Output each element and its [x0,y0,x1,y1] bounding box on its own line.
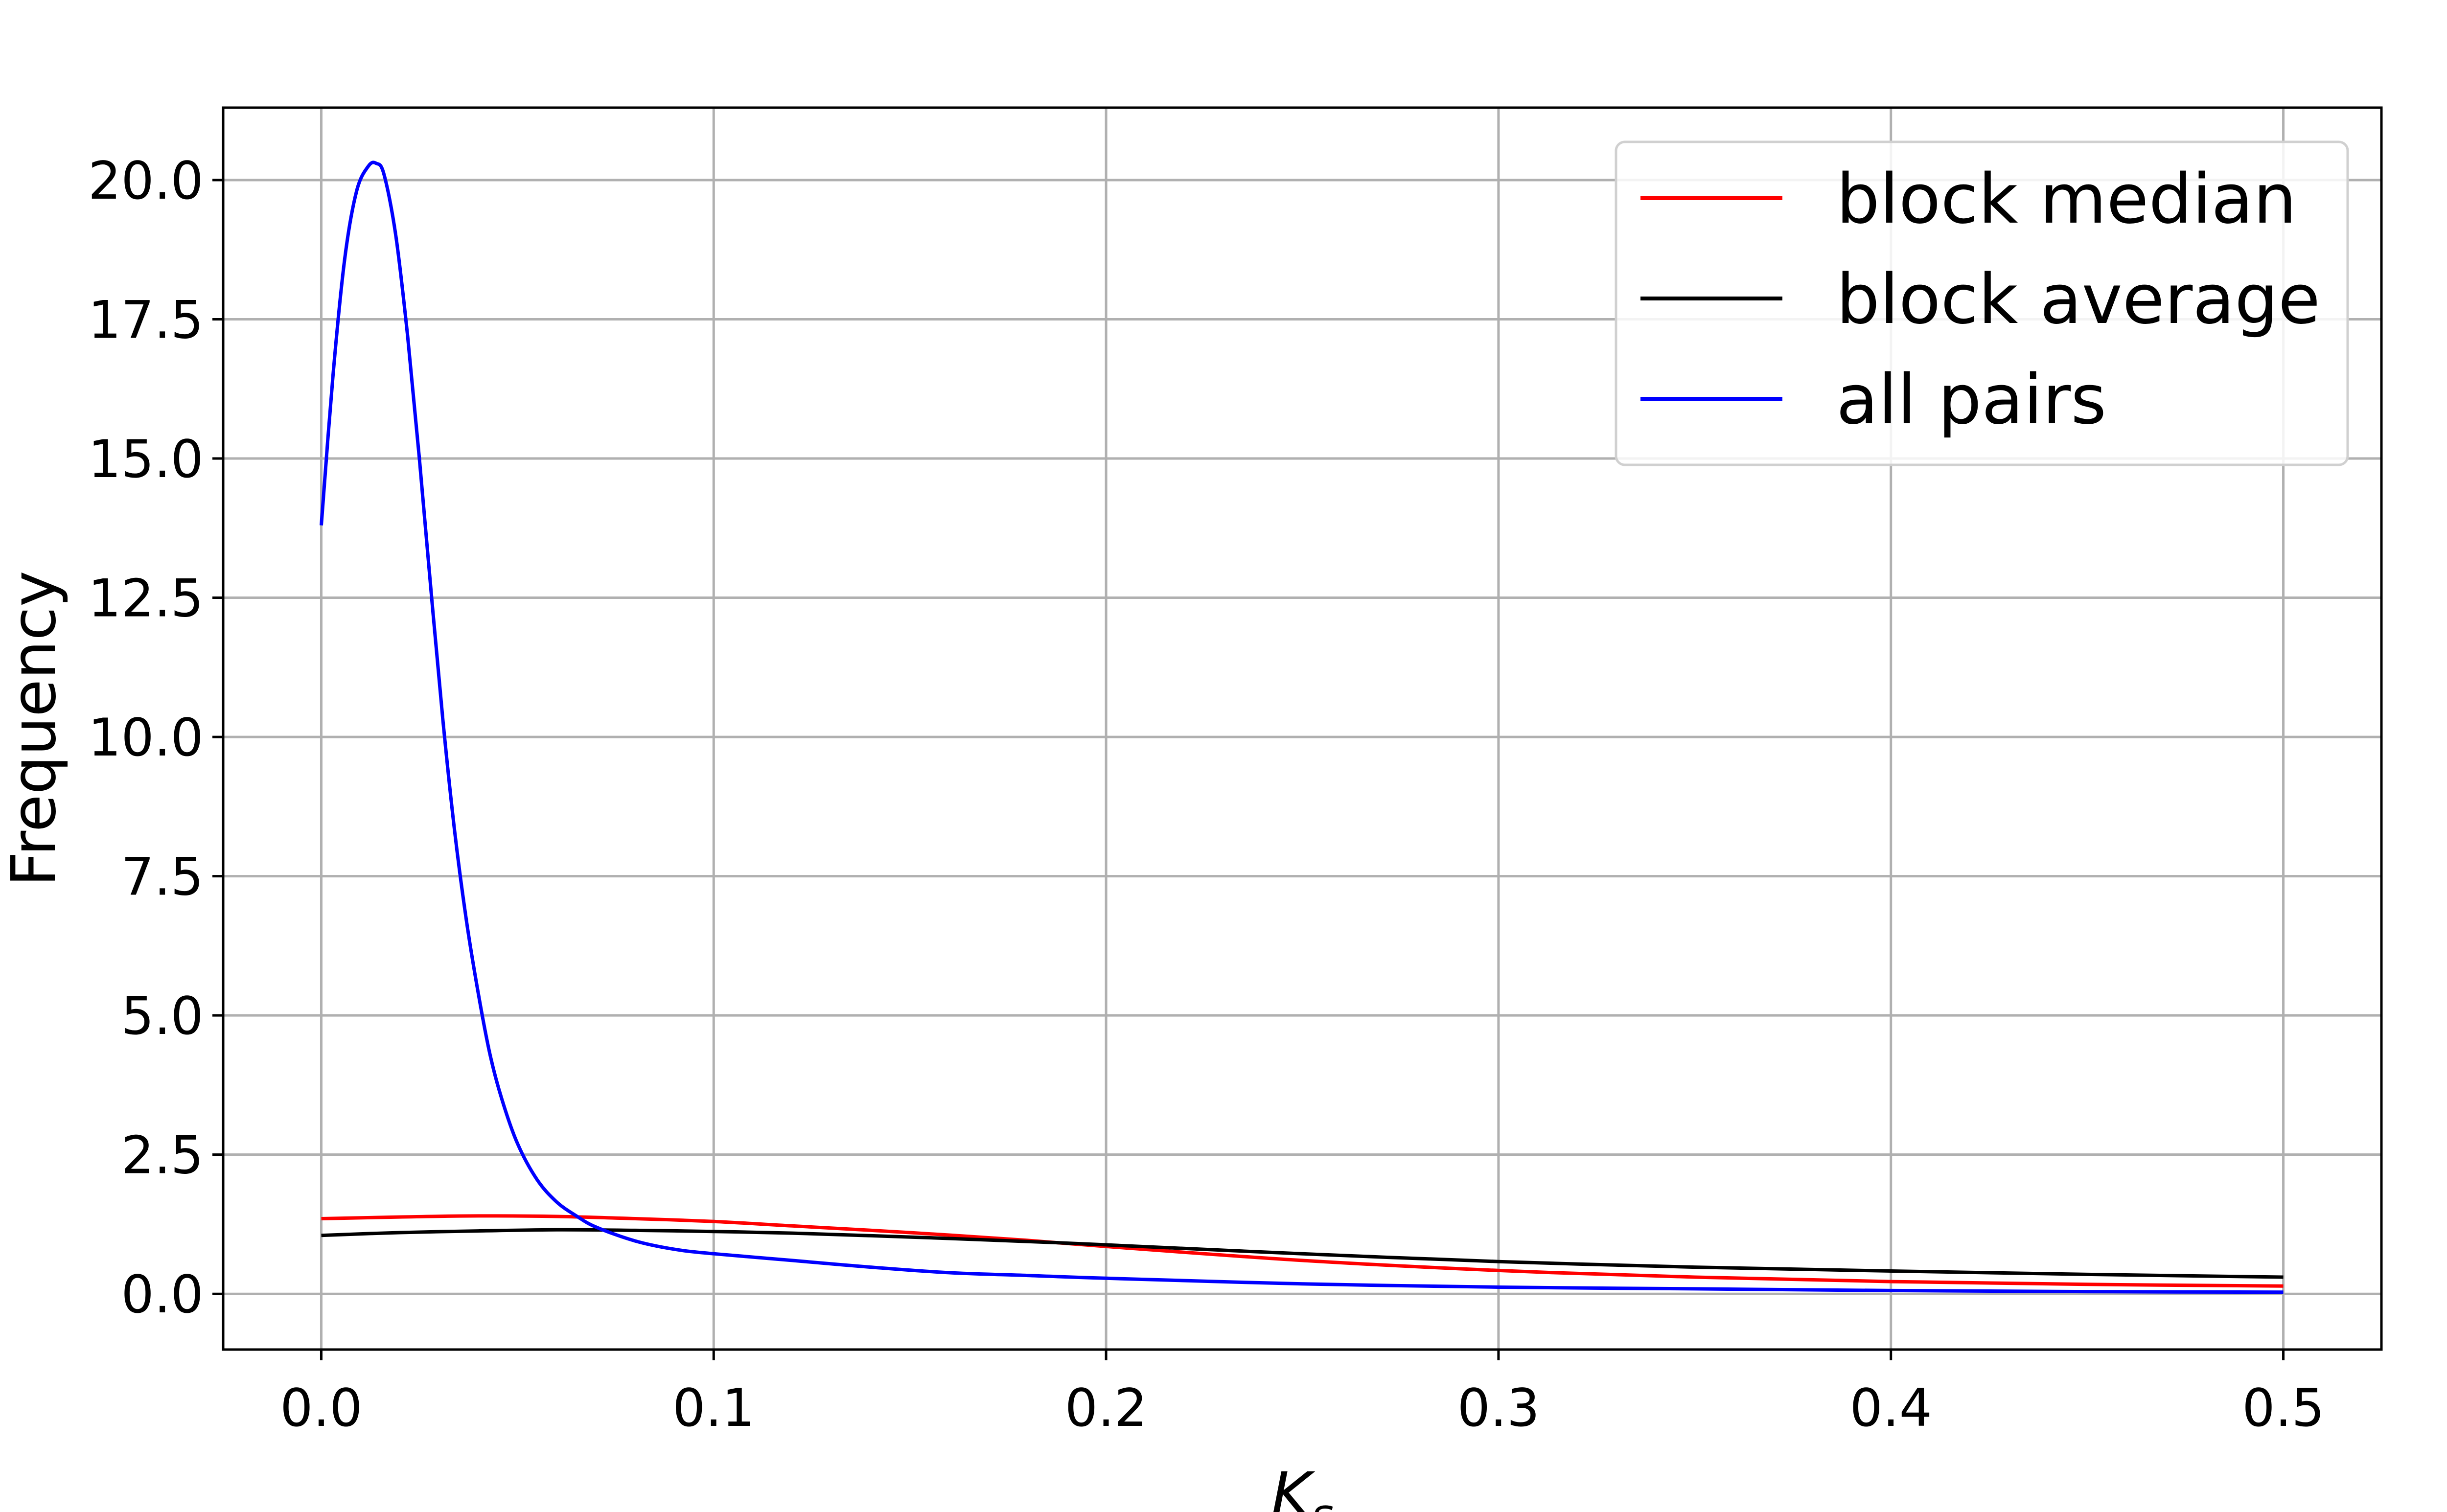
y-tick-label: 20.0 [88,151,204,211]
x-tick-label: 0.5 [2242,1378,2325,1438]
y-tick-label: 17.5 [88,290,204,350]
series-line-all-pairs [320,160,2284,1294]
gridlines [223,108,2381,1350]
legend: block median block average all pairs [1615,140,2349,466]
x-tick-label: 0.3 [1457,1378,1540,1438]
plot-frame [222,106,2383,1351]
legend-label: all pairs [1836,360,2106,440]
y-tick-label: 5.0 [121,986,204,1046]
legend-label: block median [1836,160,2297,239]
y-tick-label: 7.5 [121,847,204,907]
y-tick-label: 10.0 [88,708,204,768]
y-tick-label: 0.0 [121,1264,204,1325]
axis-ticks: 0.0 0.1 0.2 0.3 0.4 0.5 0.0 2.5 5.0 7.5 10.0 12.5 15… [88,151,2325,1438]
x-tick-label: 0.4 [1849,1378,1932,1438]
x-tick-label: 0.0 [280,1378,363,1438]
y-tick-label: 2.5 [121,1125,204,1186]
y-tick-label: 12.5 [88,569,204,629]
x-tick-label: 0.2 [1065,1378,1148,1438]
y-tick-label: 15.0 [88,429,204,489]
x-tick-label: 0.1 [672,1378,755,1438]
legend-label: block average [1836,260,2320,340]
legend-box [1615,140,2349,466]
series-line-block-average [321,1228,2284,1279]
x-axis-label: Ks [1271,1460,1334,1512]
y-axis-label: Frequency [0,571,69,887]
series-lines [320,160,2284,1294]
